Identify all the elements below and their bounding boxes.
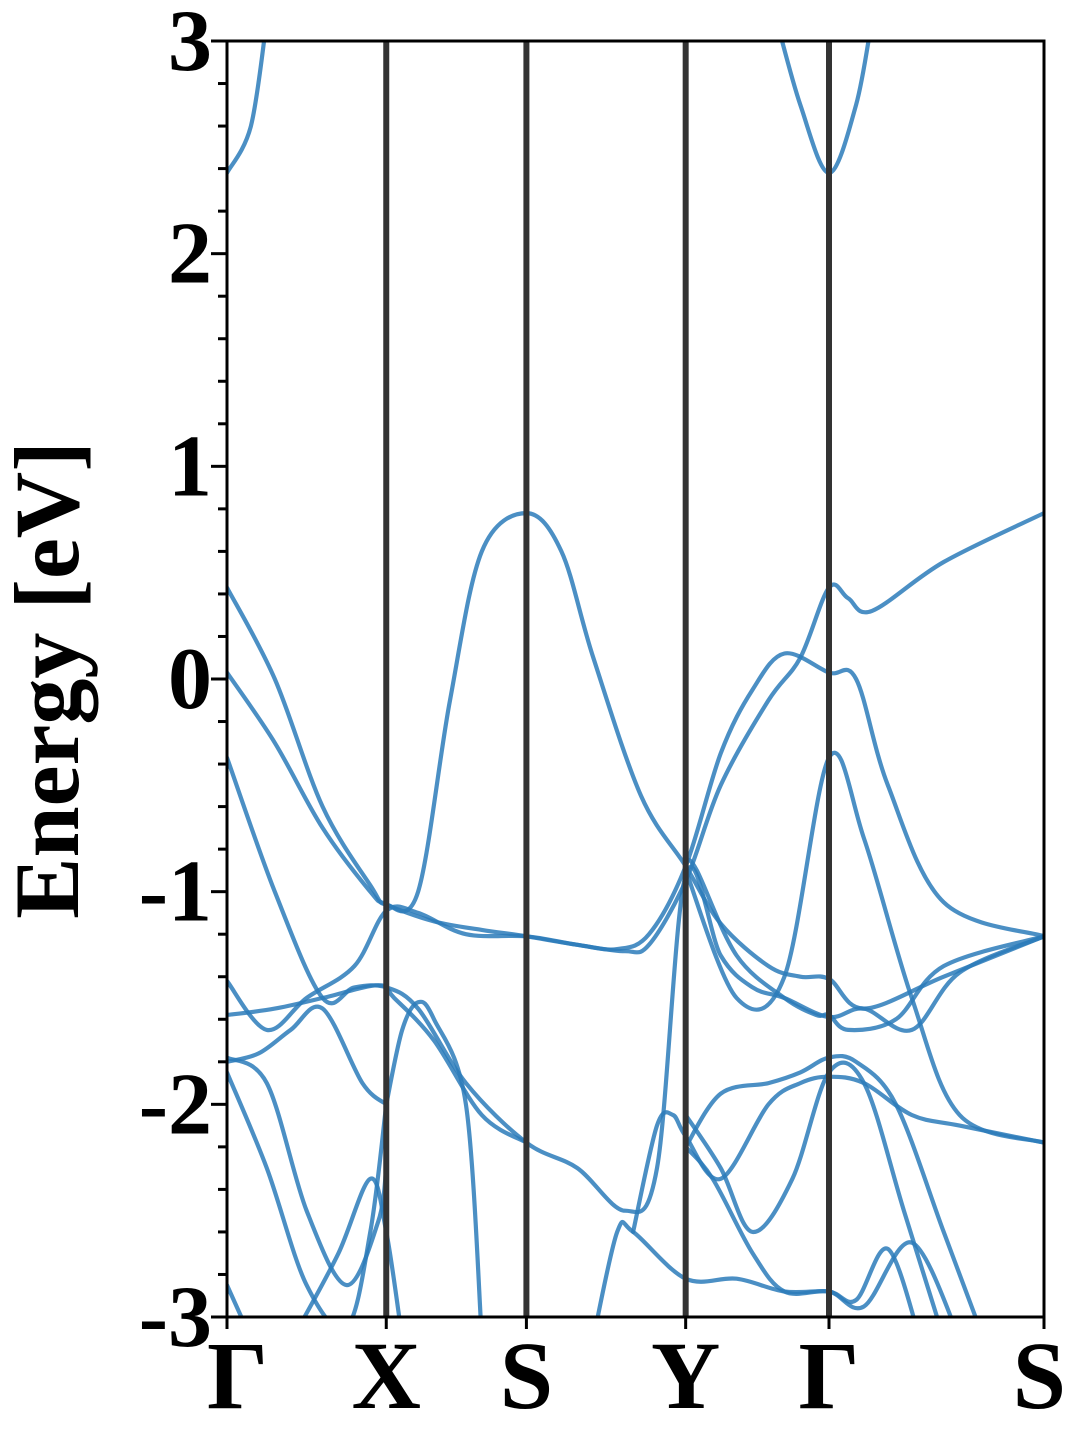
band-line-20 [683,857,1044,1033]
k-point-label: Y [651,1322,720,1429]
y-tick-label: -2 [139,1056,212,1153]
band-line-5 [227,755,1044,1215]
high-symmetry-dividers [383,41,832,1317]
band-line-14 [595,1219,916,1317]
band-line-10 [227,1055,389,1288]
band-line-19 [683,750,1044,1145]
k-point-label: X [352,1322,421,1429]
band-line-3 [227,511,1044,1011]
y-axis: 3 2 1 0 -1 -2 -3 [139,0,227,1366]
y-tick-label: -3 [139,1269,212,1366]
band-line-12 [302,1176,402,1317]
y-tick-label: 3 [168,0,212,90]
k-point-label: S [500,1322,553,1429]
band-line-11 [227,1070,389,1317]
band-line-7 [227,983,529,1145]
k-point-label: Γ [798,1322,859,1429]
y-tick-label: 1 [168,418,212,515]
k-point-label: Γ [207,1322,268,1429]
band-line-2 [779,41,871,175]
k-point-label: S [1013,1322,1066,1429]
band-line-15 [631,1074,1044,1234]
plot-frame [225,39,1046,1319]
band-line-6 [227,511,1044,1033]
band-line-4 [227,651,1044,952]
band-line-16 [683,1053,978,1317]
band-lines [227,41,1044,1317]
band-line-9 [384,999,483,1317]
band-line-1 [227,41,267,175]
y-axis-label: Energy [eV] [0,441,98,919]
y-tick-label: 0 [168,631,212,728]
y-tick-label: -1 [139,844,212,941]
band-line-8 [227,1004,389,1107]
y-tick-label: 2 [168,206,212,303]
band-line-18 [683,1060,940,1317]
